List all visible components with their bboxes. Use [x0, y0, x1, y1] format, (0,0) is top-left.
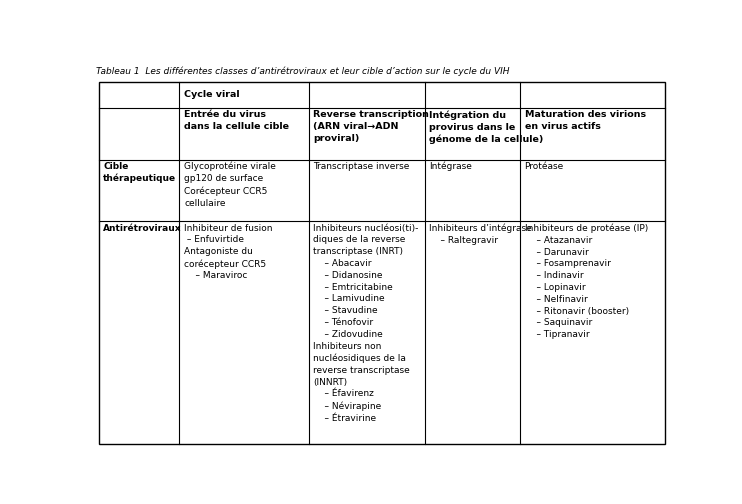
Text: Inhibiteur de fusion
 – Enfuvirtide
Antagoniste du
corécepteur CCR5
    – Maravi: Inhibiteur de fusion – Enfuvirtide Antag…	[184, 224, 272, 280]
Text: Cycle viral: Cycle viral	[184, 90, 240, 99]
Text: Transcriptase inverse: Transcriptase inverse	[313, 162, 410, 171]
Text: Entrée du virus
dans la cellule cible: Entrée du virus dans la cellule cible	[184, 110, 289, 131]
Text: Cible
thérapeutique: Cible thérapeutique	[103, 162, 177, 183]
Text: Glycoprotéine virale
gp120 de surface
Corécepteur CCR5
cellulaire: Glycoprotéine virale gp120 de surface Co…	[184, 162, 276, 208]
Text: Inhibiteurs nucléosi(ti)-
diques de la reverse
transcriptase (INRT)
    – Abacav: Inhibiteurs nucléosi(ti)- diques de la r…	[313, 224, 418, 423]
Text: Inhibiteurs de protéase (IP)
    – Atazanavir
    – Darunavir
    – Fosamprenavi: Inhibiteurs de protéase (IP) – Atazanavi…	[525, 224, 648, 339]
Text: Reverse transcription
(ARN viral→ADN
proviral): Reverse transcription (ARN viral→ADN pro…	[313, 110, 429, 143]
Text: Inhibiteurs d’intégrase
    – Raltegravir: Inhibiteurs d’intégrase – Raltegravir	[430, 224, 532, 245]
Text: Intégrase: Intégrase	[430, 162, 472, 171]
Text: Maturation des virions
en virus actifs: Maturation des virions en virus actifs	[525, 110, 646, 131]
Text: Protéase: Protéase	[525, 162, 564, 171]
Text: Antirétroviraux: Antirétroviraux	[103, 224, 182, 232]
Text: Intégration du
provirus dans le
génome de la cellule): Intégration du provirus dans le génome d…	[430, 110, 544, 144]
Text: Tableau 1  Les différentes classes d’antirétroviraux et leur cible d’action sur : Tableau 1 Les différentes classes d’anti…	[96, 67, 509, 76]
